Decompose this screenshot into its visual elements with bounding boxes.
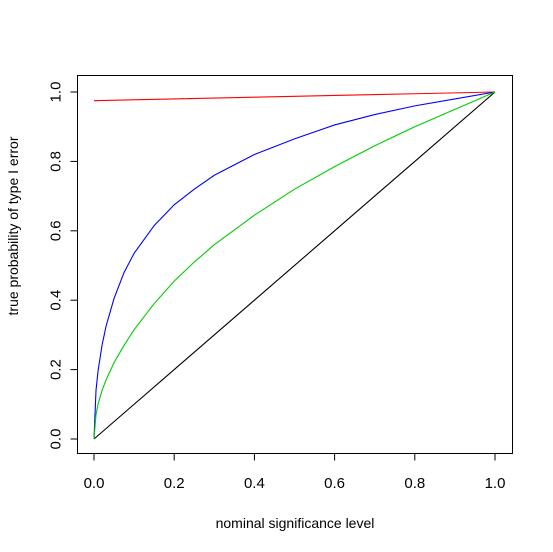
plot-area-frame <box>77 75 513 454</box>
x-tick-label: 0.6 <box>324 475 345 492</box>
y-tick-label: 1.0 <box>48 82 65 103</box>
y-tick-label: 0.8 <box>48 151 65 172</box>
x-tick-label: 0.4 <box>244 475 265 492</box>
series-line-1 <box>93 91 496 440</box>
y-tick-label: 0.6 <box>48 220 65 241</box>
series-line-3 <box>93 91 496 440</box>
y-axis: 0.0 0.2 0.4 0.6 0.8 1.0 <box>48 82 78 450</box>
series-line-4 <box>93 91 496 440</box>
y-tick-label: 0.0 <box>48 429 65 450</box>
y-axis-label: true probability of type I error <box>5 136 21 315</box>
series-line-2 <box>93 91 496 102</box>
x-axis-label: nominal significance level <box>216 515 375 531</box>
x-tick-label: 0.2 <box>164 475 185 492</box>
x-tick-label: 0.8 <box>404 475 425 492</box>
y-tick-label: 0.2 <box>48 359 65 380</box>
y-tick-label: 0.4 <box>48 290 65 311</box>
x-tick-label: 1.0 <box>485 475 506 492</box>
series-layer <box>93 91 496 440</box>
x-axis: 0.0 0.2 0.4 0.6 0.8 1.0 <box>84 453 506 492</box>
x-tick-label: 0.0 <box>84 475 105 492</box>
